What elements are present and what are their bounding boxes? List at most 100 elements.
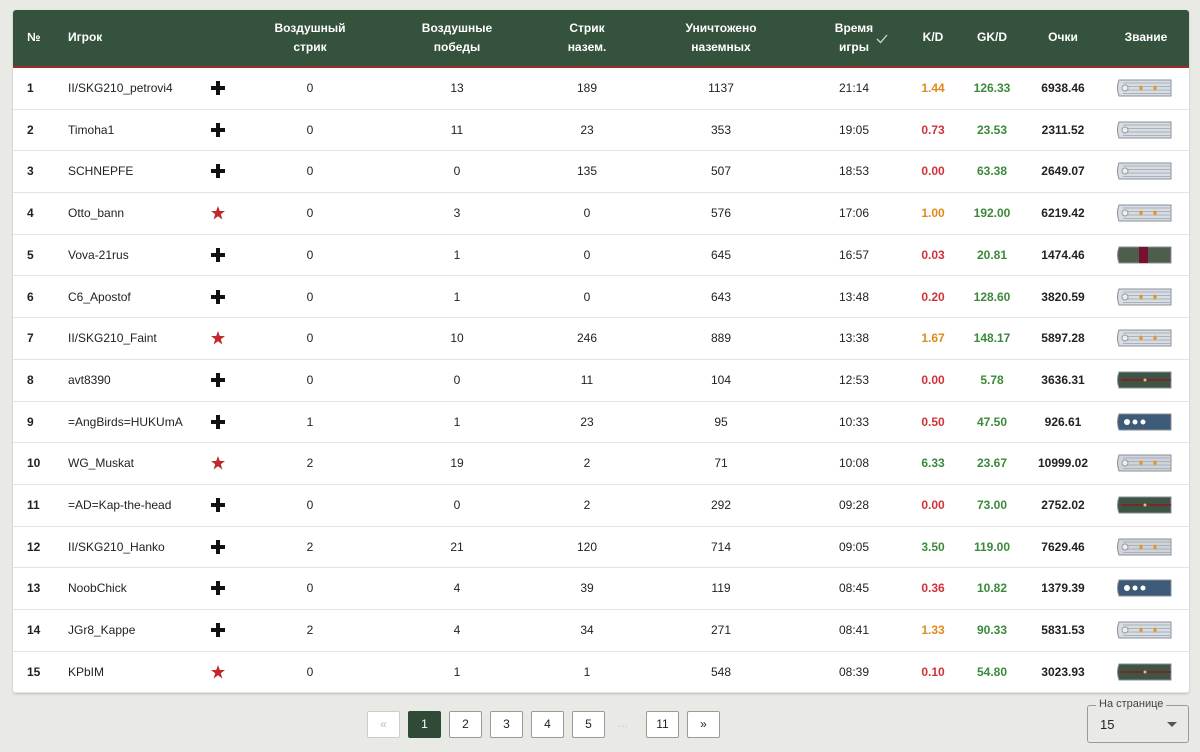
player-name[interactable]: II/SKG210_Faint xyxy=(68,331,157,346)
air-streak: 0 xyxy=(306,164,314,179)
player-name[interactable]: Timoha1 xyxy=(68,122,115,137)
ground-streak: 0 xyxy=(583,289,591,304)
page-button[interactable]: 4 xyxy=(531,711,564,738)
play-time: 13:38 xyxy=(838,331,870,346)
page-button[interactable]: 11 xyxy=(646,711,679,738)
faction-cross xyxy=(211,164,225,179)
gkd-ratio: 119.00 xyxy=(973,539,1011,554)
header-line: Звание xyxy=(1124,30,1168,44)
column-header[interactable]: Время игры xyxy=(799,19,909,57)
ground-kills: 645 xyxy=(710,247,732,262)
rank-number: 3 xyxy=(27,164,34,179)
player-name[interactable]: II/SKG210_petrovi4 xyxy=(68,81,173,95)
column-header[interactable]: Уничтожено наземных xyxy=(666,19,776,57)
column-header[interactable]: Воздушный стрик xyxy=(255,19,365,57)
air-wins: 3 xyxy=(453,206,461,221)
rank-number: 1 xyxy=(27,81,34,95)
ground-kills: 576 xyxy=(710,206,732,221)
rank-insignia xyxy=(1117,246,1172,264)
player-name[interactable]: SCHNEPFE xyxy=(68,164,134,179)
play-time: 12:53 xyxy=(838,372,870,387)
column-header[interactable]: Воздушные победы xyxy=(402,19,512,57)
page-button[interactable]: 3 xyxy=(490,711,523,738)
header-line: K/D xyxy=(922,30,944,44)
player-name[interactable]: WG_Muskat xyxy=(68,456,135,471)
rank-insignia xyxy=(1117,663,1172,681)
ground-kills: 353 xyxy=(710,122,732,137)
stats-table: № Игрок Воздушный стрик Воздушные победы Стрик… xyxy=(13,10,1189,693)
ground-kills: 548 xyxy=(710,664,732,679)
ground-streak: 39 xyxy=(580,581,594,596)
player-name[interactable]: avt8390 xyxy=(68,372,111,387)
rank-number: 11 xyxy=(27,498,40,512)
faction-star xyxy=(211,206,225,220)
ground-streak: 246 xyxy=(576,331,598,346)
air-wins: 19 xyxy=(450,456,464,471)
player-name[interactable]: =AD=Kap-the-head xyxy=(68,498,172,512)
page-button[interactable]: 1 xyxy=(408,711,441,738)
play-time: 16:57 xyxy=(838,247,870,262)
player-name[interactable]: JGr8_Kappe xyxy=(68,623,136,638)
player-name[interactable]: Vova-21rus xyxy=(68,247,129,262)
dropdown-arrow xyxy=(1167,722,1177,727)
score: 1474.46 xyxy=(1041,247,1085,262)
gkd-ratio: 54.80 xyxy=(976,664,1008,679)
player-name[interactable]: NoobChick xyxy=(68,581,127,596)
page-button[interactable]: 2 xyxy=(449,711,482,738)
rank-number: 5 xyxy=(27,247,34,262)
play-time: 08:45 xyxy=(838,581,870,596)
table-row: 11 =AD=Kap-the-head 0 0 2 292 09:28 0.00 73.00 27… xyxy=(13,485,1189,527)
rank-number: 2 xyxy=(27,122,34,137)
rank-number: 10 xyxy=(27,456,41,471)
column-header[interactable]: № xyxy=(27,28,40,47)
page-button[interactable]: » xyxy=(687,711,720,738)
air-wins: 13 xyxy=(450,81,464,95)
page-button: « xyxy=(367,711,400,738)
ground-kills: 271 xyxy=(710,623,732,638)
player-name[interactable]: C6_Apostof xyxy=(68,289,131,304)
table-row: 10 WG_Muskat 2 19 2 71 10:08 6.33 23.67 10999.02 xyxy=(13,443,1189,485)
ground-kills: 1137 xyxy=(708,81,734,95)
sort-indicator[interactable] xyxy=(876,34,888,44)
score: 926.61 xyxy=(1044,414,1082,429)
air-wins: 10 xyxy=(450,331,464,346)
faction-cross xyxy=(211,372,225,387)
kd-ratio: 0.00 xyxy=(921,498,945,512)
rank-number: 14 xyxy=(27,623,41,638)
air-streak: 0 xyxy=(306,581,314,596)
faction-cross xyxy=(211,498,225,512)
gkd-ratio: 5.78 xyxy=(980,372,1004,387)
gkd-ratio: 23.53 xyxy=(976,122,1008,137)
player-name[interactable]: =AngBirds=HUKUmA xyxy=(68,414,183,429)
score: 3023.93 xyxy=(1041,664,1085,679)
column-header[interactable]: Очки xyxy=(1008,28,1118,47)
rank-insignia xyxy=(1117,579,1172,597)
page-button[interactable]: 5 xyxy=(572,711,605,738)
player-name[interactable]: II/SKG210_Hanko xyxy=(68,539,165,554)
faction-cross xyxy=(211,581,225,596)
player-name[interactable]: Otto_bann xyxy=(68,206,125,221)
page-size-select[interactable]: На странице 15 xyxy=(1087,698,1189,743)
column-header[interactable]: Игрок xyxy=(68,28,102,47)
column-header[interactable]: GK/D xyxy=(937,28,1047,47)
table-row: 5 Vova-21rus 0 1 0 645 16:57 0.03 20.81 1474.46 xyxy=(13,235,1189,277)
column-header[interactable]: K/D xyxy=(878,28,988,47)
page-size-label: На странице xyxy=(1096,698,1167,710)
gkd-ratio: 128.60 xyxy=(973,289,1011,304)
gkd-ratio: 148.17 xyxy=(973,331,1011,346)
table-row: 4 Otto_bann 0 3 0 576 17:06 1.00 192.00 6219.42 xyxy=(13,193,1189,235)
play-time: 10:33 xyxy=(838,414,870,429)
player-name[interactable]: KPbIM xyxy=(68,664,105,679)
column-header[interactable]: Стрик назем. xyxy=(532,19,642,57)
score: 6219.42 xyxy=(1041,206,1085,221)
ground-streak: 0 xyxy=(583,247,591,262)
header-line: GK/D xyxy=(977,30,1007,44)
score: 5831.53 xyxy=(1041,623,1085,638)
table-row: 12 II/SKG210_Hanko 2 21 120 714 09:05 3.50 119.0… xyxy=(13,527,1189,569)
ground-kills: 71 xyxy=(714,456,728,471)
kd-ratio: 0.36 xyxy=(921,581,945,596)
gkd-ratio: 192.00 xyxy=(973,206,1011,221)
air-wins: 4 xyxy=(453,581,461,596)
ground-streak: 11 xyxy=(580,372,594,387)
gkd-ratio: 126.33 xyxy=(973,81,1011,95)
